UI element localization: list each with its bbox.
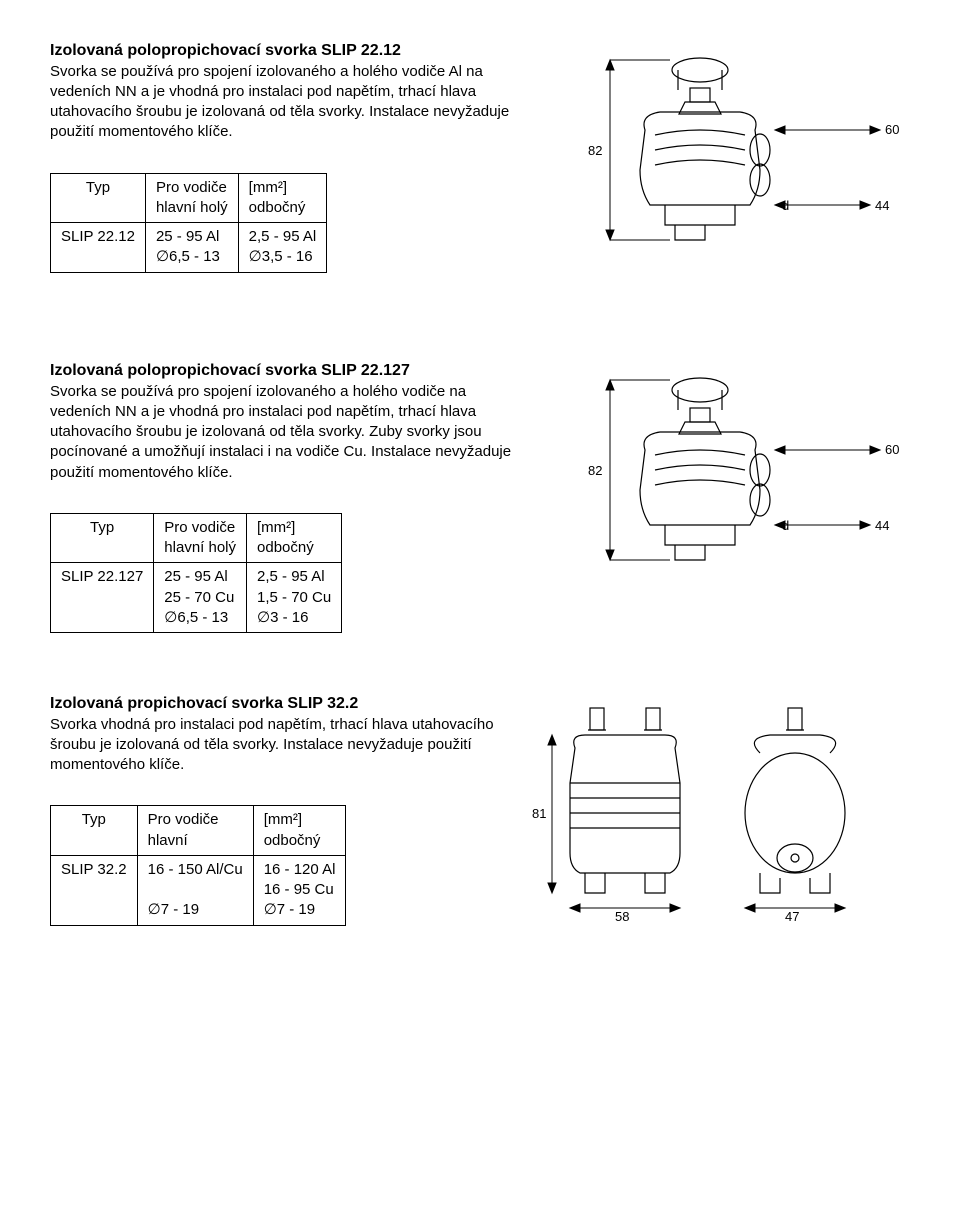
dim-width-44: 44 xyxy=(875,518,889,533)
dim-width-44: 44 xyxy=(875,198,889,213)
section-slip-32-2: Izolovaná propichovací svorka SLIP 32.2 … xyxy=(50,693,910,926)
section-text: Izolovaná polopropichovací svorka SLIP 2… xyxy=(50,40,530,273)
technical-drawing: 81 58 xyxy=(530,693,910,923)
spec-table: Typ Pro vodiče hlavní holý [mm²] odbočný… xyxy=(50,513,342,633)
col-main: Pro vodiče hlavní xyxy=(137,806,253,856)
section-text: Izolovaná propichovací svorka SLIP 32.2 … xyxy=(50,693,510,926)
section-slip-22-12: Izolovaná polopropichovací svorka SLIP 2… xyxy=(50,40,910,300)
description: Svorka vhodná pro instalaci pod napětím,… xyxy=(50,715,510,776)
section-text: Izolovaná polopropichovací svorka SLIP 2… xyxy=(50,360,530,633)
table-row: SLIP 22.127 25 - 95 Al 25 - 70 Cu ∅6,5 -… xyxy=(51,563,342,633)
technical-drawing: 82 60 d 44 xyxy=(550,360,910,620)
heading: Izolovaná polopropichovací svorka SLIP 2… xyxy=(50,40,530,62)
dim-height: 82 xyxy=(588,143,602,158)
dim-width-58: 58 xyxy=(615,909,629,923)
dim-height: 81 xyxy=(532,806,546,821)
description: Svorka se používá pro spojení izolovanéh… xyxy=(50,382,530,483)
spec-table: Typ Pro vodiče hlavní holý [mm²] odbočný… xyxy=(50,173,327,273)
col-branch: [mm²] odbočný xyxy=(238,173,327,223)
col-branch: [mm²] odbočný xyxy=(247,513,342,563)
heading: Izolovaná propichovací svorka SLIP 32.2 xyxy=(50,693,510,715)
dim-width-60: 60 xyxy=(885,442,899,457)
spec-table: Typ Pro vodiče hlavní [mm²] odbočný SLIP… xyxy=(50,805,346,925)
col-main: Pro vodiče hlavní holý xyxy=(154,513,247,563)
heading: Izolovaná polopropichovací svorka SLIP 2… xyxy=(50,360,530,382)
technical-drawing: 82 60 d 44 xyxy=(550,40,910,300)
col-typ: Typ xyxy=(51,513,154,563)
col-typ: Typ xyxy=(51,173,146,223)
col-main: Pro vodiče hlavní holý xyxy=(145,173,238,223)
col-typ: Typ xyxy=(51,806,138,856)
table-row: SLIP 32.2 16 - 150 Al/Cu ∅7 - 19 16 - 12… xyxy=(51,855,346,925)
col-branch: [mm²] odbočný xyxy=(253,806,346,856)
dim-height: 82 xyxy=(588,463,602,478)
dim-width-60: 60 xyxy=(885,122,899,137)
description: Svorka se používá pro spojení izolovanéh… xyxy=(50,62,530,143)
dim-width-47: 47 xyxy=(785,909,799,923)
table-row: SLIP 22.12 25 - 95 Al ∅6,5 - 13 2,5 - 95… xyxy=(51,223,327,273)
section-slip-22-127: Izolovaná polopropichovací svorka SLIP 2… xyxy=(50,360,910,633)
